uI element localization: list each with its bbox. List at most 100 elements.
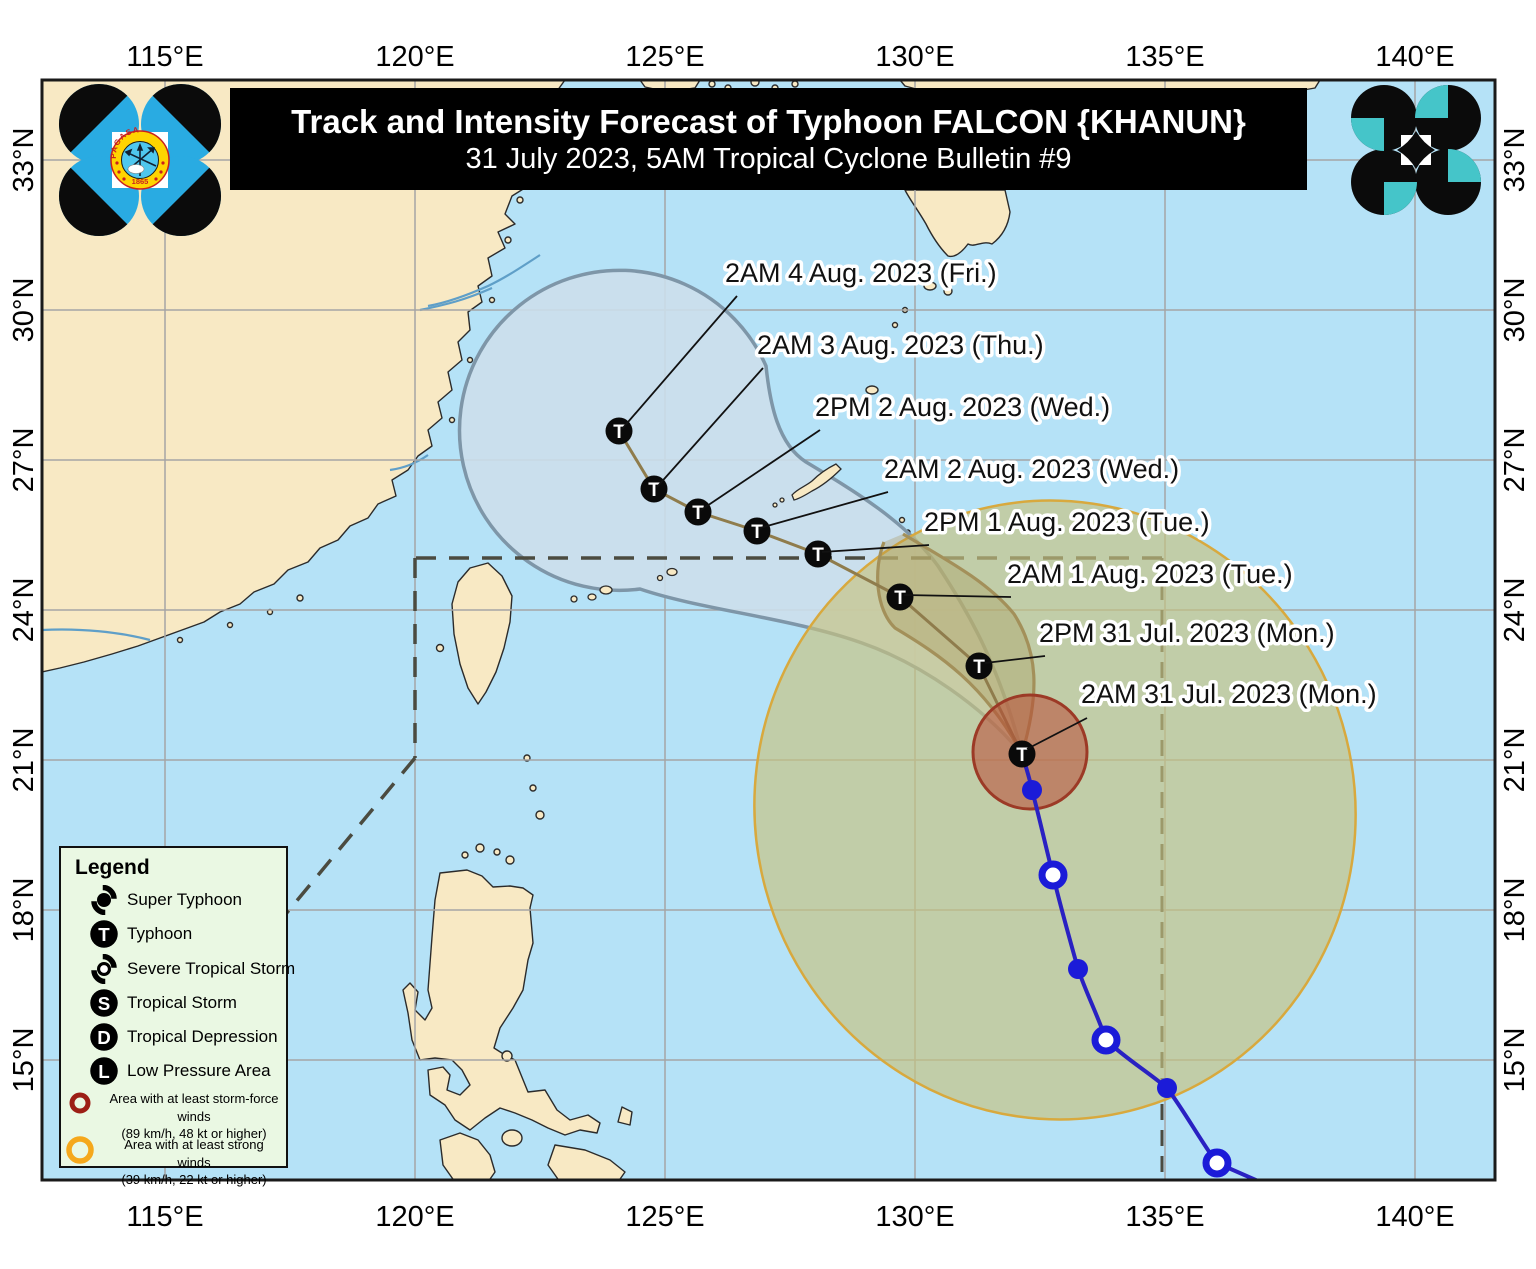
forecast-labels: 2AM 4 Aug. 2023 (Fri.) 2AM 3 Aug. 2023 (…	[722, 255, 1381, 713]
lon-tick: 120°E	[375, 1201, 454, 1233]
lon-tick: 135°E	[1125, 41, 1204, 73]
forecast-label: 2AM 3 Aug. 2023 (Thu.)	[757, 330, 1044, 360]
severe-tropical-storm-icon	[91, 954, 117, 984]
forecast-label: 2AM 4 Aug. 2023 (Fri.)	[725, 258, 997, 288]
legend-label: (89 km/h, 48 kt or higher)	[121, 1126, 267, 1142]
lon-tick: 125°E	[625, 1201, 704, 1233]
typhoon-symbol: T	[812, 545, 824, 566]
legend-label: Severe Tropical Storm	[127, 959, 296, 978]
pagasa-logo: PAGASA 1865	[58, 83, 222, 237]
lon-tick: 130°E	[875, 1201, 954, 1233]
forecast-label: 2PM 2 Aug. 2023 (Wed.)	[815, 392, 1110, 422]
legend-letter: D	[97, 1027, 111, 1048]
okinawa	[791, 463, 842, 501]
legend-label: Low Pressure Area	[127, 1061, 271, 1080]
marinduque	[501, 1129, 523, 1147]
tropical-depression-icon: D	[90, 1023, 118, 1051]
typhoon-marker: T	[886, 583, 914, 611]
tropical-storm-icon: S	[90, 989, 118, 1017]
storm-force-area-icon	[69, 1092, 91, 1114]
lat-tick: 27°N	[1499, 428, 1531, 493]
pagasa-emblem-stars	[115, 161, 165, 181]
lat-tick: 30°N	[8, 278, 40, 343]
typhoon-symbol: T	[648, 480, 660, 501]
forecast-label: 2PM 1 Aug. 2023 (Tue.)	[924, 507, 1210, 537]
forecast-label: 2PM 31 Jul. 2023 (Mon.)	[1039, 618, 1335, 648]
lat-tick: 21°N	[1499, 728, 1531, 793]
legend-label: Area with at least strong winds	[124, 1137, 264, 1170]
lon-tick: 115°E	[126, 41, 203, 73]
strong-wind-area	[753, 499, 1357, 1121]
small-islands	[176, 80, 953, 865]
typhoon-symbol: T	[1016, 745, 1028, 766]
lon-tick: 125°E	[625, 41, 704, 73]
legend-item-severe-tropical-storm: Severe Tropical Storm	[89, 954, 295, 984]
lon-tick: 115°E	[126, 1201, 203, 1233]
typhoon-marker: T	[1008, 740, 1036, 768]
legend-label: Tropical Depression	[127, 1027, 278, 1046]
longitude-labels-bottom: 115°E 120°E 125°E 130°E 135°E 140°E	[126, 1201, 1454, 1233]
latitude-labels-right: 33°N 30°N 27°N 24°N 21°N 18°N 15°N	[1499, 128, 1531, 1093]
par-boundary	[163, 556, 1164, 1180]
strong-wind-area-icon	[66, 1136, 94, 1164]
lat-tick: 30°N	[1499, 278, 1531, 343]
typhoon-icon: T	[90, 920, 118, 948]
taiwan	[451, 562, 513, 705]
legend-item-low-pressure-area: L Low Pressure Area	[89, 1056, 271, 1086]
legend-label: Tropical Storm	[127, 993, 237, 1012]
lat-tick: 15°N	[8, 1028, 40, 1093]
legend-item-super-typhoon: Super Typhoon	[89, 885, 242, 915]
lon-tick: 130°E	[875, 41, 954, 73]
lat-tick: 33°N	[8, 128, 40, 193]
forecast-label: 2AM 2 Aug. 2023 (Wed.)	[884, 454, 1179, 484]
bulletin-title: Track and Intensity Forecast of Typhoon …	[291, 102, 1246, 140]
pagasa-logo-year: 1865	[132, 177, 149, 186]
forecast-label: 2AM 31 Jul. 2023 (Mon.)	[1081, 679, 1377, 709]
past-track	[1020, 753, 1259, 1180]
typhoon-symbol: T	[894, 588, 906, 609]
legend-storm-force-text: Area with at least storm-force winds (89…	[109, 1090, 279, 1143]
past-track-points	[1022, 780, 1232, 1178]
title-box: Track and Intensity Forecast of Typhoon …	[230, 88, 1307, 190]
legend-strong-wind-text: Area with at least strong winds (39 km/h…	[109, 1136, 279, 1189]
mindoro	[439, 1132, 496, 1180]
low-pressure-area-icon: L	[90, 1057, 118, 1085]
latitude-labels-left: 33°N 30°N 27°N 24°N 21°N 18°N 15°N	[8, 128, 40, 1093]
luzon	[402, 869, 601, 1136]
lat-tick: 24°N	[1499, 578, 1531, 643]
lat-tick: 18°N	[1499, 878, 1531, 943]
rivers	[42, 254, 541, 642]
bulletin-subtitle: 31 July 2023, 5AM Tropical Cyclone Bulle…	[465, 143, 1072, 176]
forecast-label: 2AM 1 Aug. 2023 (Tue.)	[1007, 559, 1293, 589]
legend-label: (39 km/h, 22 kt or higher)	[121, 1172, 267, 1188]
longitude-labels-top: 115°E 120°E 125°E 130°E 135°E 140°E	[126, 41, 1454, 73]
legend-label: Area with at least storm-force winds	[109, 1091, 279, 1124]
catanduanes	[617, 1106, 633, 1126]
typhoon-marker: T	[965, 652, 993, 680]
typhoon-symbol: T	[692, 503, 704, 524]
lat-tick: 24°N	[8, 578, 40, 643]
typhoon-symbol: T	[751, 522, 763, 543]
lat-tick: 15°N	[1499, 1028, 1531, 1093]
lon-tick: 140°E	[1375, 41, 1454, 73]
kyushu	[904, 189, 1011, 258]
legend-letter: T	[98, 924, 110, 945]
typhoon-symbol: T	[613, 422, 625, 443]
typhoon-marker: T	[804, 540, 832, 568]
lat-tick: 18°N	[8, 878, 40, 943]
lat-tick: 21°N	[8, 728, 40, 793]
label-leader-lines	[621, 295, 1088, 750]
legend-label: Typhoon	[127, 924, 193, 943]
legend-letter: S	[98, 993, 111, 1014]
lon-tick: 135°E	[1125, 1201, 1204, 1233]
samar-bicol-islands	[547, 1144, 626, 1180]
legend-title: Legend	[75, 856, 150, 879]
forecast-position-markers: T T T T T T T T	[605, 417, 1036, 768]
legend-letter: L	[98, 1061, 109, 1082]
legend-item-tropical-depression: D Tropical Depression	[89, 1022, 278, 1052]
super-typhoon-icon	[91, 885, 117, 915]
legend-item-tropical-storm: S Tropical Storm	[89, 988, 237, 1018]
typhoon-marker: T	[743, 517, 771, 545]
lon-tick: 140°E	[1375, 1201, 1454, 1233]
